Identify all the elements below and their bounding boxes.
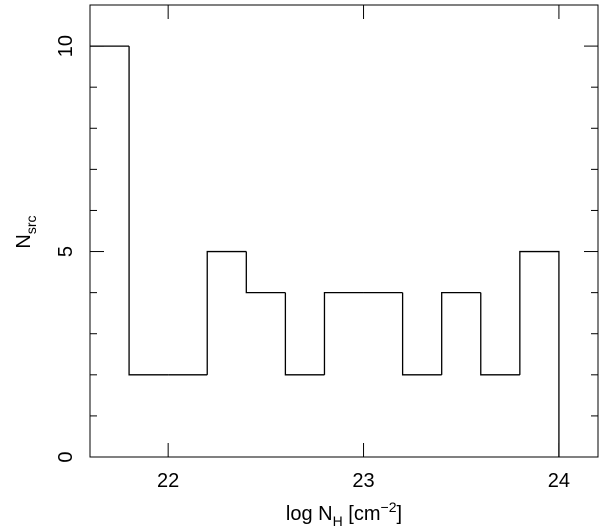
x-axis-label: log NH [cm−2]	[286, 499, 402, 528]
histogram-step	[206, 250, 247, 375]
histogram-step	[284, 292, 325, 376]
x-label-part: ]	[397, 503, 403, 525]
y-label-part: N	[13, 234, 35, 248]
x-tick-label: 24	[548, 470, 570, 492]
x-label-part: log N	[286, 503, 333, 525]
histogram-step	[323, 291, 364, 375]
x-label-part: [cm	[343, 503, 381, 525]
histogram-step	[519, 250, 560, 457]
y-tick-label: 10	[55, 35, 77, 57]
y-tick-label: 0	[55, 451, 77, 462]
y-label-subscript: src	[23, 215, 39, 234]
histogram-step	[480, 292, 520, 376]
histogram-step	[128, 46, 169, 376]
y-axis-label: Nsrc	[13, 215, 39, 248]
histogram-step	[401, 292, 442, 376]
x-tick-label: 22	[157, 470, 179, 492]
x-tick-label: 23	[352, 470, 374, 492]
plot-frame	[89, 4, 599, 458]
x-label-superscript: −2	[381, 499, 397, 515]
histogram-step	[441, 291, 481, 375]
y-tick-label: 5	[55, 246, 77, 257]
histogram-step	[245, 251, 286, 294]
x-label-subscript: H	[333, 513, 343, 528]
